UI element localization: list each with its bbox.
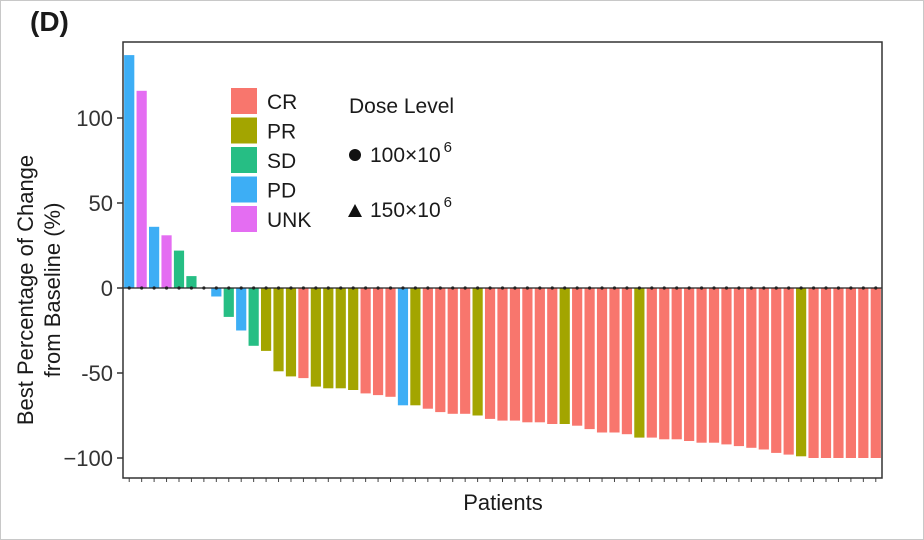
y-tick-label-3: 0 [101,276,113,301]
y-tick-label-5: −100 [63,446,113,471]
y-tick-label-2: 50 [89,191,113,216]
bar-patient-4 [161,235,172,288]
bar-patient-54 [783,288,794,455]
bar-patient-13 [273,288,284,372]
bar-patient-57 [820,288,832,458]
dose-legend-item-2-exp: 6 [444,194,452,211]
legend-swatch-pd [231,176,257,203]
bar-patient-49 [721,288,732,445]
bar-patient-19 [348,288,359,390]
bar-patient-21 [372,288,384,396]
bar-patient-18 [335,288,346,389]
panel-label: (D) [30,6,69,37]
legend-label-unk: UNK [267,209,311,232]
bar-patient-29 [472,288,483,416]
bar-patient-5 [173,250,185,288]
bar-patient-60 [858,288,869,458]
bar-patient-24 [410,288,421,406]
bar-patient-25 [422,288,433,409]
bar-patient-43 [646,288,657,438]
dose-legend-item-2-base: 150×10 [370,199,441,222]
legend-swatch-unk [231,206,257,232]
bar-patient-48 [708,288,720,443]
dose-legend-item-1-label: 100×10 6 [370,139,452,167]
bar-patient-42 [634,288,645,438]
legend-label-sd: SD [267,150,296,173]
bar-patient-44 [659,288,670,440]
zero-markers-layer [123,286,882,290]
dose-legend-item-1-exp: 6 [444,139,452,156]
bar-patient-32 [509,288,521,421]
bar-patient-10 [236,288,247,331]
bar-patient-3 [149,226,160,288]
bar-patient-38 [584,288,595,430]
dose-legend-item-1-base: 100×10 [370,144,441,167]
legend-label-cr: CR [267,91,297,114]
y-axis-title: Best Percentage of Change from Baseline … [13,155,65,425]
bar-patient-12 [260,288,272,351]
dose-legend-circle-marker [349,149,361,161]
bar-patient-30 [484,288,496,419]
bar-patient-33 [522,288,533,423]
dose-legend: Dose Level 100×10 6 150×10 6 [348,95,454,222]
bar-patient-17 [323,288,334,389]
y-tick-label-4: -50 [81,361,113,386]
bar-patient-6 [186,276,197,288]
bar-patient-59 [845,288,856,458]
y-axis-title-line-1: Best Percentage of Change [13,155,38,425]
dose-legend-item-2-label: 150×10 6 [370,194,452,222]
legend-label-pr: PR [267,121,296,144]
bar-patient-37 [572,288,583,426]
bar-patient-51 [746,288,757,448]
bar-patient-61 [870,288,881,458]
bar-patient-45 [671,288,682,440]
bar-patient-52 [758,288,769,450]
bar-patient-14 [285,288,297,377]
bar-patient-16 [310,288,321,387]
bar-patient-8 [211,288,222,297]
bar-patient-58 [833,288,844,458]
bar-patient-34 [534,288,545,423]
y-axis-title-line-2: from Baseline (%) [40,203,65,378]
legend-swatch-sd [231,147,257,173]
bar-patient-36 [559,288,570,424]
bars-layer [124,55,881,458]
legend-label-pd: PD [267,180,296,203]
bar-patient-39 [596,288,608,433]
bar-patient-11 [248,288,259,346]
bar-patient-31 [497,288,508,421]
x-axis-title: Patients [463,490,543,515]
bar-patient-28 [460,288,471,414]
bar-patient-56 [808,288,819,458]
dose-legend-triangle-marker [348,204,362,217]
y-tick-label-1: 100 [76,106,113,131]
legend-swatch-cr [231,88,257,114]
y-axis: 100 50 0 -50 −100 [63,106,123,471]
bar-patient-22 [385,288,396,397]
legend-swatch-pr [231,117,257,144]
bar-patient-23 [397,288,409,406]
bar-patient-1 [124,55,135,288]
bar-patient-55 [796,288,807,457]
bar-patient-53 [771,288,782,453]
bar-patient-40 [609,288,620,433]
bar-patient-9 [223,288,234,317]
bar-patient-41 [621,288,633,435]
response-legend: CR PR SD PD UNK [231,88,311,232]
plot-frame [122,41,883,479]
bar-patient-26 [435,288,446,413]
bar-patient-27 [447,288,458,414]
dose-legend-title: Dose Level [349,95,454,118]
bar-patient-50 [733,288,745,447]
bar-patient-15 [298,288,309,379]
bar-patient-20 [360,288,371,394]
bar-patient-46 [684,288,695,441]
bar-patient-2 [136,90,147,288]
bar-patient-35 [547,288,558,424]
bar-patient-47 [696,288,707,443]
